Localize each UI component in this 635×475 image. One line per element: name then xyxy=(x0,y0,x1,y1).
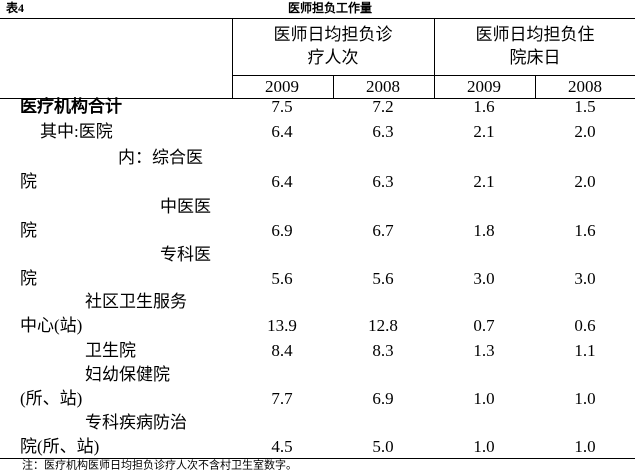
group-header: 医师日均担负诊 xyxy=(274,25,393,44)
group-header: 医师日均担负住 xyxy=(476,25,595,44)
row-label: 卫生院 xyxy=(85,341,136,360)
cell-value: 1.1 xyxy=(574,341,595,360)
year-header: 2008 xyxy=(568,77,602,96)
year-header: 2009 xyxy=(467,77,501,96)
cell-value: 1.0 xyxy=(473,437,494,456)
cell-value: 6.9 xyxy=(372,389,393,408)
cell-value: 1.3 xyxy=(473,341,494,360)
row-label: 院(所、站) xyxy=(20,437,99,456)
cell-value: 5.0 xyxy=(372,437,393,456)
cell-value: 1.6 xyxy=(473,97,494,116)
year-header: 2008 xyxy=(366,77,400,96)
row-label: 其中:医院 xyxy=(40,122,113,141)
cell-value: 2.1 xyxy=(473,122,494,141)
cell-value: 7.2 xyxy=(372,97,393,116)
cell-value: 2.1 xyxy=(473,172,494,191)
cell-value: 5.6 xyxy=(372,269,393,288)
cell-value: 1.8 xyxy=(473,221,494,240)
cell-value: 7.5 xyxy=(271,97,292,116)
cell-value: 6.7 xyxy=(372,221,394,240)
cell-value: 1.5 xyxy=(574,97,595,116)
note: 注：医疗机构医师日均担负诊疗人次不含村卫生室数字。 xyxy=(22,458,297,472)
row-label: 专科疾病防治 xyxy=(85,413,187,432)
row-label: 院 xyxy=(20,172,37,191)
cell-value: 4.5 xyxy=(271,437,292,456)
cell-value: 3.0 xyxy=(473,269,494,288)
row-label: 中心(站) xyxy=(20,316,82,335)
cell-value: 6.4 xyxy=(271,172,293,191)
cell-value: 6.3 xyxy=(372,172,393,191)
cell-value: 0.7 xyxy=(473,316,495,335)
table-label: 表4 xyxy=(5,0,24,15)
row-label: 妇幼保健院 xyxy=(85,365,170,384)
row-label: 社区卫生服务 xyxy=(85,292,187,311)
group-header: 疗人次 xyxy=(308,48,359,67)
year-header: 2009 xyxy=(265,77,299,96)
cell-value: 6.9 xyxy=(271,221,292,240)
cell-value: 6.3 xyxy=(372,122,393,141)
row-label: (所、站) xyxy=(20,389,82,408)
cell-value: 0.6 xyxy=(574,316,595,335)
cell-value: 13.9 xyxy=(267,316,297,335)
cell-value: 3.0 xyxy=(574,269,595,288)
cell-value: 1.0 xyxy=(473,389,494,408)
row-label: 内：综合医 xyxy=(118,148,203,167)
row-label: 院 xyxy=(20,221,37,240)
cell-value: 7.7 xyxy=(271,389,293,408)
cell-value: 6.4 xyxy=(271,122,293,141)
table-title: 医师担负工作量 xyxy=(288,0,372,15)
cell-value: 2.0 xyxy=(574,172,595,191)
row-label: 中医医 xyxy=(160,197,211,216)
cell-value: 2.0 xyxy=(574,122,595,141)
cell-value: 1.0 xyxy=(574,389,595,408)
row-label: 专科医 xyxy=(160,245,211,264)
cell-value: 8.3 xyxy=(372,341,393,360)
cell-value: 5.6 xyxy=(271,269,292,288)
row-label: 院 xyxy=(20,269,37,288)
cell-value: 1.6 xyxy=(574,221,595,240)
group-header: 院床日 xyxy=(510,48,561,67)
cell-value: 12.8 xyxy=(368,316,398,335)
cell-value: 1.0 xyxy=(574,437,595,456)
row-label: 医疗机构合计 xyxy=(20,96,122,116)
cell-value: 8.4 xyxy=(271,341,293,360)
